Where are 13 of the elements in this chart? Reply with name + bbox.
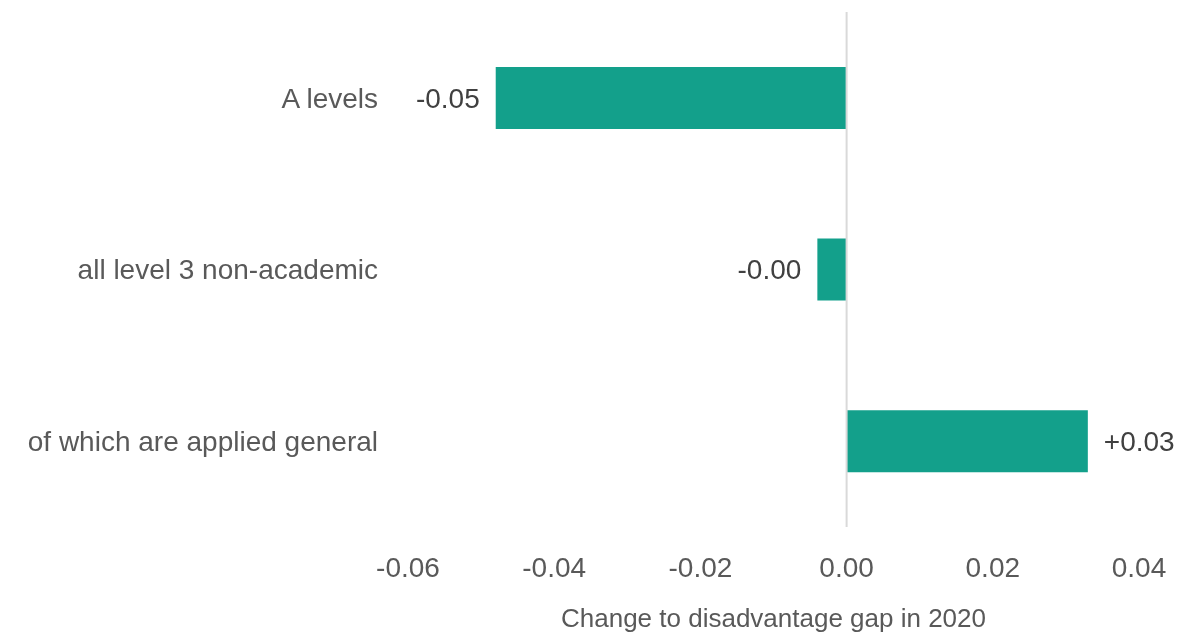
x-axis-title: Change to disadvantage gap in 2020 xyxy=(560,603,987,633)
data-label: -0.05 xyxy=(415,82,480,114)
x-tick-label: -0.04 xyxy=(522,551,587,583)
data-label: -0.00 xyxy=(737,254,802,286)
y-tick-label: of which are applied general xyxy=(27,426,378,458)
x-tick-label: 0.04 xyxy=(1111,551,1167,583)
x-tick-label: -0.02 xyxy=(668,551,733,583)
y-tick-label: A levels xyxy=(281,82,378,114)
x-tick-label: -0.06 xyxy=(376,551,440,583)
data-label: +0.03 xyxy=(1103,426,1175,458)
y-tick-label: all level 3 non-academic xyxy=(77,254,378,286)
x-tick-label: 0.02 xyxy=(965,551,1021,583)
x-tick-label: 0.00 xyxy=(819,551,874,583)
